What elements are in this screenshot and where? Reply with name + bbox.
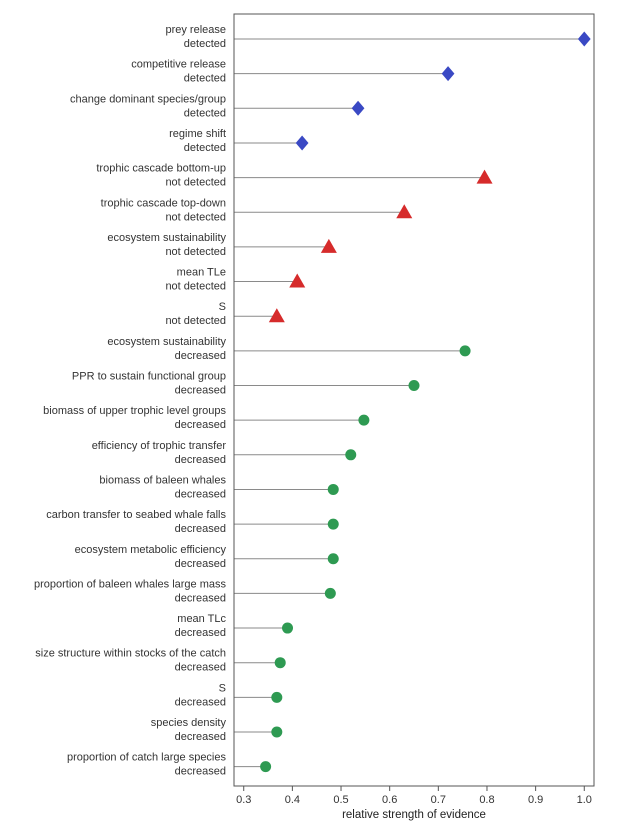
x-tick-label: 1.0 [577,794,592,806]
x-tick-label: 0.3 [236,794,251,806]
plot-frame [233,13,595,787]
category-labels: prey release detected competitive release d… [34,24,227,778]
triangle-marker [476,169,493,184]
category-label-line2: detected [184,73,226,85]
category-label-line1: proportion of catch large species [67,752,226,764]
x-tick-label: 0.5 [333,794,348,806]
circle-marker [271,726,283,738]
category-label-line1: S [219,682,226,694]
circle-marker [459,345,471,357]
category-label-line1: carbon transfer to seabed whale falls [46,509,226,521]
category-label-line2: decreased [175,385,226,397]
category-label-line2: decreased [175,488,226,500]
x-axis-ticks: 0.3 0.4 0.5 0.6 0.7 0.8 0.9 1.0 [236,786,592,806]
diamond-marker [351,100,365,116]
circle-marker [408,380,420,391]
category-label-line2: not detected [165,246,226,258]
diamond-marker [577,31,591,47]
x-tick-label: 0.7 [431,794,446,806]
category-label-line1: size structure within stocks of the catc… [35,648,226,660]
diamond-marker [441,66,455,82]
category-label-line1: regime shift [169,128,226,140]
triangle-marker [268,308,285,323]
category-label-line1: ecosystem sustainability [107,336,226,348]
category-label-line1: ecosystem sustainability [107,232,226,244]
category-label-line1: prey release [165,24,226,36]
triangle-marker [396,204,413,219]
diamond-marker [295,135,309,151]
category-label-line2: decreased [175,662,226,674]
category-label-line2: decreased [175,558,226,570]
category-label-line1: proportion of baleen whales large mass [34,578,227,590]
category-label-line2: not detected [165,177,226,189]
category-label-line2: decreased [175,350,226,362]
category-label-line2: detected [184,38,226,50]
category-label-line1: species density [151,717,227,729]
category-label-line2: not detected [165,281,226,293]
category-label-line2: detected [184,107,226,119]
circle-marker [282,622,294,634]
category-label-line2: decreased [175,731,226,743]
category-label-line1: efficiency of trophic transfer [92,440,227,452]
circle-marker [324,587,336,599]
category-label-line1: PPR to sustain functional group [72,371,226,383]
triangle-marker [289,273,306,288]
category-label-line2: decreased [175,419,226,431]
x-tick-label: 0.6 [382,794,397,806]
circle-marker [345,449,357,461]
category-label-line1: change dominant species/group [70,93,226,105]
x-tick-label: 0.9 [528,794,543,806]
category-label-line1: biomass of upper trophic level groups [43,405,226,417]
category-label-line2: decreased [175,766,226,778]
category-label-line1: mean TLc [177,613,226,625]
category-label-line1: trophic cascade top-down [101,197,226,209]
circle-marker [327,483,339,495]
circle-marker [327,518,339,530]
category-label-line1: trophic cascade bottom-up [96,163,226,175]
category-label-line2: decreased [175,454,226,466]
markers-layer [260,31,591,773]
category-label-line2: detected [184,142,226,154]
x-axis-title: relative strength of evidence [342,809,486,821]
category-label-line2: decreased [175,627,226,639]
category-label-line1: mean TLe [177,267,226,279]
x-tick-label: 0.8 [479,794,494,806]
category-label-line2: decreased [175,592,226,604]
circle-marker [274,657,286,669]
category-label-line2: decreased [175,523,226,535]
stems-layer [234,38,585,768]
category-label-line1: ecosystem metabolic efficiency [75,544,227,556]
category-label-line2: not detected [165,315,226,327]
category-label-line2: decreased [175,696,226,708]
category-label-line1: competitive release [131,59,226,71]
triangle-marker [320,238,337,253]
category-label-line1: S [219,301,226,313]
circle-marker [271,691,283,703]
x-tick-label: 0.4 [285,794,300,806]
category-label-line1: biomass of baleen whales [99,474,226,486]
circle-marker [358,414,370,426]
circle-marker [327,553,339,565]
circle-marker [260,761,272,773]
category-label-line2: not detected [165,211,226,223]
